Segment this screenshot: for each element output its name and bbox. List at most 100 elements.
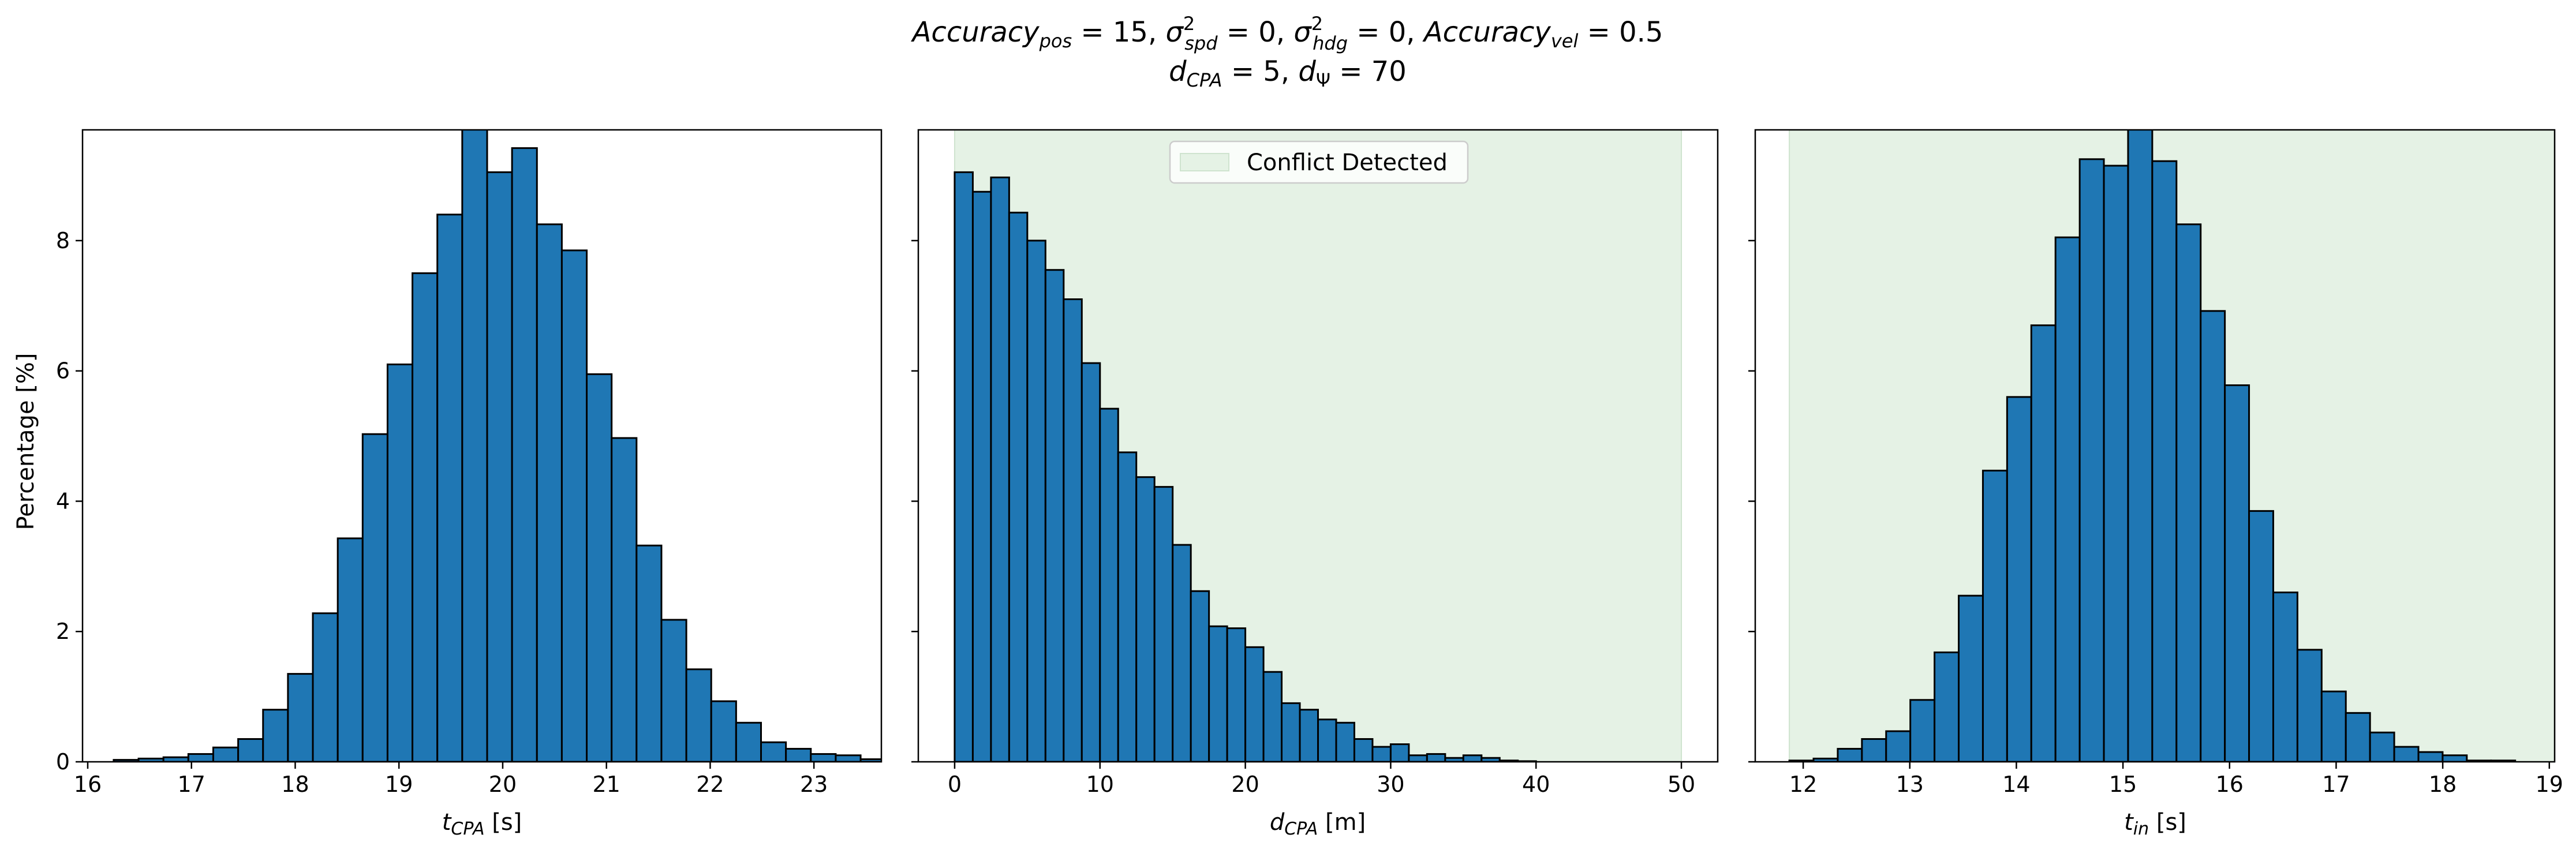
x-tick-label: 20 xyxy=(489,772,517,797)
histogram-bar xyxy=(1135,476,1156,762)
histogram-bar xyxy=(560,249,588,762)
histogram-bar xyxy=(1408,754,1428,762)
histogram-bar xyxy=(1335,721,1355,762)
histogram-bar xyxy=(2320,690,2347,762)
histogram-bar xyxy=(2151,160,2178,762)
x-axis-label-tin: tin [s] xyxy=(2124,809,2186,839)
histogram-bar xyxy=(1262,671,1283,762)
x-tick-label: 17 xyxy=(2322,772,2350,797)
histogram-bar xyxy=(511,147,538,762)
x-tick-label: 18 xyxy=(2429,772,2457,797)
histogram-bar xyxy=(187,753,214,762)
figure-title-line1: Accuracypos = 15, σ2 spd = 0, σ2 hdg = 0, … xyxy=(911,13,1663,54)
histogram-bar xyxy=(2369,731,2395,762)
x-tick-label: 0 xyxy=(948,772,962,797)
histogram-bar xyxy=(1081,362,1101,762)
x-tick-label: 50 xyxy=(1668,772,1695,797)
histogram-bar xyxy=(971,190,992,762)
histogram-bar xyxy=(2054,236,2081,762)
histogram-bar xyxy=(990,176,1010,762)
histogram-bar xyxy=(1153,486,1174,762)
histogram-bar xyxy=(1353,738,1374,762)
axes-frame xyxy=(917,129,1719,763)
histogram-bar xyxy=(361,433,388,762)
histogram-bar xyxy=(1299,709,1319,762)
histogram-bar xyxy=(586,373,613,762)
histogram-bar xyxy=(2417,751,2444,762)
histogram-bar xyxy=(2175,223,2202,762)
histogram-bar xyxy=(954,171,974,762)
histogram-bar xyxy=(735,721,762,762)
x-tick-label: 10 xyxy=(1086,772,1114,797)
x-tick-label: 16 xyxy=(74,772,102,797)
legend: Conflict Detected xyxy=(1169,140,1469,184)
histogram-bar xyxy=(1462,754,1483,762)
x-tick-label: 20 xyxy=(1231,772,1259,797)
histogram-bar xyxy=(1317,719,1337,762)
histogram-bar xyxy=(1837,747,1863,762)
x-tick-label: 17 xyxy=(178,772,205,797)
x-tick-label: 12 xyxy=(1789,772,1817,797)
histogram-bar xyxy=(1099,407,1119,762)
histogram-bar xyxy=(486,171,513,762)
x-tick-label: 15 xyxy=(2109,772,2137,797)
axes-frame xyxy=(1754,129,2556,763)
histogram-bar xyxy=(2393,746,2420,762)
legend-frame xyxy=(1169,140,1469,184)
histogram-bar xyxy=(436,214,463,762)
x-tick-label: 21 xyxy=(593,772,620,797)
histogram-bar xyxy=(212,746,240,762)
x-tick-label: 40 xyxy=(1522,772,1550,797)
histogram-bar xyxy=(1958,594,1984,762)
y-tick-label: 4 xyxy=(56,488,70,514)
histogram-bar xyxy=(2030,324,2057,762)
x-tick-label: 23 xyxy=(800,772,828,797)
x-tick-label: 14 xyxy=(2002,772,2030,797)
axes-frame xyxy=(81,129,883,763)
histogram-bar xyxy=(810,753,837,762)
histogram-bar xyxy=(1389,743,1410,762)
histogram-panel-dcpa: 0 10 20 30 40 50 xyxy=(911,129,1719,797)
histogram-bar xyxy=(2103,164,2129,762)
histogram-bar xyxy=(2078,158,2105,762)
histogram-bar xyxy=(2006,396,2032,762)
histogram-bar xyxy=(1044,269,1065,762)
histogram-bar xyxy=(1008,211,1029,762)
histogram-bar xyxy=(611,437,638,762)
histogram-bar xyxy=(1026,240,1046,762)
plot-area-dcpa xyxy=(954,130,1683,762)
histogram-bar xyxy=(1885,730,1912,762)
histogram-bar xyxy=(2345,712,2371,762)
histogram-bar xyxy=(237,738,264,762)
legend-label-conflict-detected: Conflict Detected xyxy=(1247,149,1448,176)
histogram-bar xyxy=(635,544,663,762)
histogram-bar xyxy=(1981,469,2008,762)
histogram-bar xyxy=(1934,651,1960,762)
x-tick-label: 19 xyxy=(385,772,413,797)
y-tick-label: 0 xyxy=(56,749,70,775)
x-axis-label-dcpa: dCPA [m] xyxy=(1270,809,1366,839)
histogram-bar xyxy=(685,668,712,762)
figure-title-line2: dCPA = 5, dΨ = 70 xyxy=(1169,55,1407,91)
x-tick-label: 22 xyxy=(696,772,724,797)
histogram-bar xyxy=(2127,130,2153,762)
y-tick-label: 6 xyxy=(56,358,70,384)
histogram-bar xyxy=(835,754,862,762)
y-tick-label: 8 xyxy=(56,228,70,253)
x-tick-label: 16 xyxy=(2216,772,2244,797)
histogram-bar xyxy=(2296,649,2323,762)
histogram-bar xyxy=(337,537,364,762)
histogram-panel-tin: 12 13 14 15 16 17 18 19 xyxy=(1748,129,2563,797)
histogram-bar xyxy=(1063,298,1083,762)
histogram-bar xyxy=(2442,754,2468,762)
histogram-bar xyxy=(1426,753,1446,762)
histogram-bar xyxy=(1208,625,1228,762)
x-tick-label: 30 xyxy=(1377,772,1404,797)
histogram-bar xyxy=(287,673,314,762)
histogram-bar xyxy=(1281,702,1301,762)
histogram-bar xyxy=(461,130,488,762)
x-tick-label: 19 xyxy=(2536,772,2563,797)
histogram-bar xyxy=(1117,451,1138,762)
histogram-bar xyxy=(785,747,812,762)
